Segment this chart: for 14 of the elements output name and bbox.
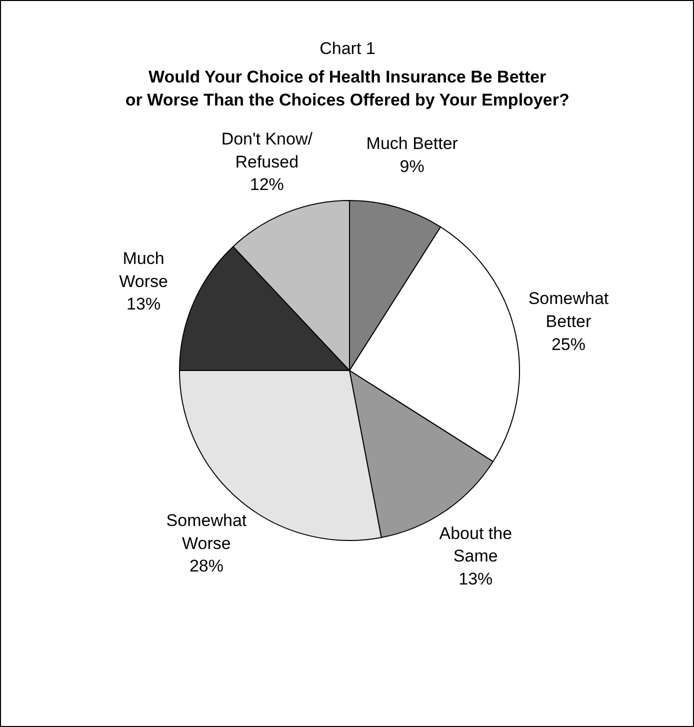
data-label: 13% (126, 294, 161, 314)
slice-label: About the Same (439, 524, 512, 566)
slice-label: Don't Know/ Refused (221, 130, 313, 172)
data-label: 12% (250, 175, 284, 194)
data-label: 9% (400, 156, 424, 176)
data-label: 28% (189, 556, 224, 576)
slice-label: Somewhat Worse (166, 511, 247, 553)
slice-label: Much Better (366, 134, 458, 154)
slice-label: Somewhat Better (528, 289, 609, 332)
data-label: 25% (551, 334, 586, 354)
chart-subtitle: Would Your Choice of Health Insurance Be Better or Worse Than the Choices Offered by Your Employer? (125, 68, 570, 110)
slice-label: Much Worse (119, 249, 168, 291)
chart-title: Chart 1 (320, 39, 376, 58)
data-label: 13% (458, 569, 493, 588)
